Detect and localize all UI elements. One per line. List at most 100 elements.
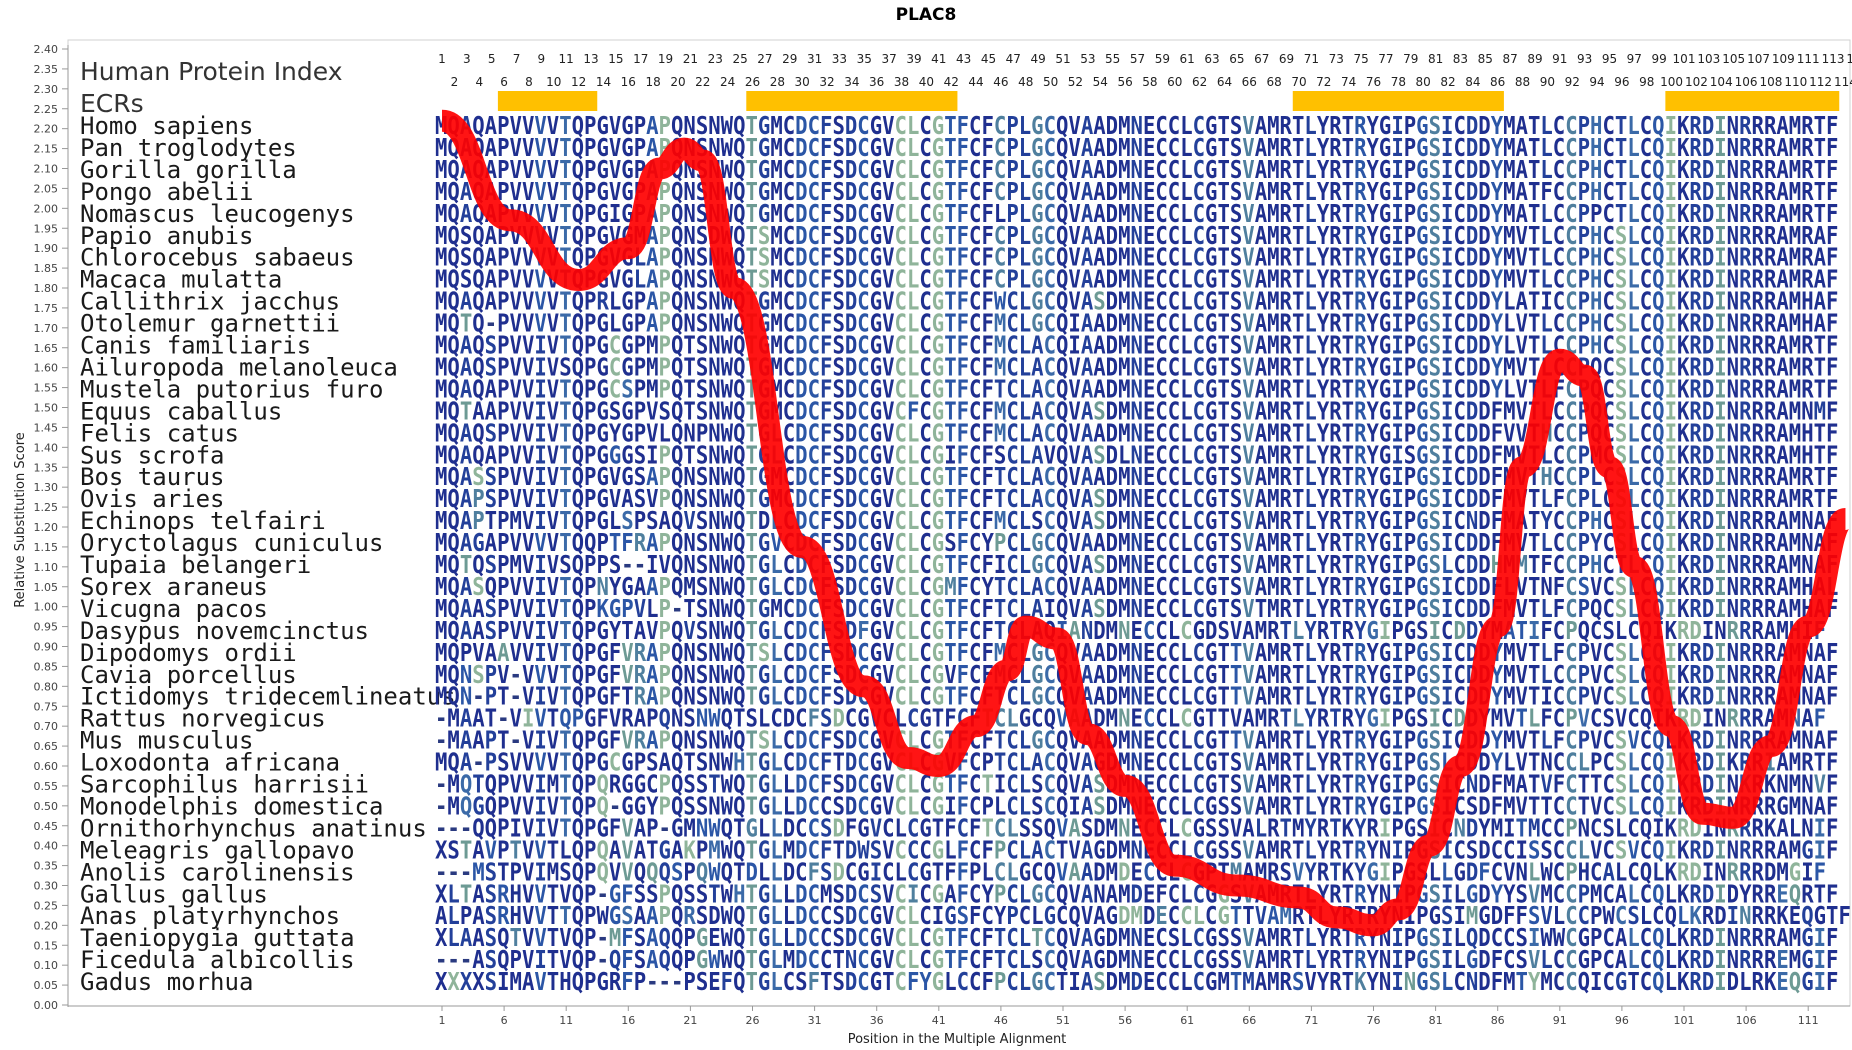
- index-number-odd: 111: [1797, 52, 1820, 66]
- index-number-even: 52: [1068, 75, 1083, 89]
- index-number-even: 42: [944, 75, 959, 89]
- y-tick-label: 1.80: [34, 282, 59, 295]
- index-number-even: 82: [1440, 75, 1455, 89]
- index-number-even: 78: [1391, 75, 1406, 89]
- species-name: Ovis aries: [80, 485, 225, 513]
- y-tick-label: 1.75: [34, 302, 59, 315]
- y-tick-label: 2.00: [34, 202, 59, 215]
- y-tick-label: 0.55: [34, 780, 59, 793]
- y-tick-label: 0.70: [34, 720, 59, 733]
- index-number-even: 34: [844, 75, 859, 89]
- x-tick-label: 66: [1242, 1014, 1256, 1027]
- y-tick-label: 1.00: [34, 601, 59, 614]
- index-number-odd: 61: [1180, 52, 1195, 66]
- index-number-odd: 105: [1722, 52, 1745, 66]
- y-tick-label: 2.20: [34, 123, 59, 136]
- sequence-row: MQTQSPMVIVSQPPS--IVQNSNWQTGLCDCFSDCGVCLC…: [435, 550, 1838, 579]
- species-name: Meleagris gallopavo: [80, 836, 355, 864]
- y-tick-label: 1.20: [34, 521, 59, 534]
- index-number-odd: 15: [608, 52, 623, 66]
- index-number-even: 44: [968, 75, 983, 89]
- species-name: Cavia porcellus: [80, 661, 297, 689]
- y-tick-label: 1.15: [34, 541, 59, 554]
- y-tick-label: 2.25: [34, 103, 59, 116]
- index-number-odd: 95: [1602, 52, 1617, 66]
- index-number-odd: 25: [732, 52, 747, 66]
- species-name: Felis catus: [80, 419, 239, 447]
- index-number-odd: 67: [1254, 52, 1269, 66]
- sequence-row: XLAASQTVVTVQP-MFSAQQPGEWQTGLLDCCSDCGVCLC…: [435, 923, 1838, 952]
- x-tick-label: 1: [439, 1014, 446, 1027]
- index-number-even: 112: [1809, 75, 1832, 89]
- index-number-even: 68: [1266, 75, 1281, 89]
- index-number-odd: 81: [1428, 52, 1443, 66]
- y-tick-label: 0.80: [34, 680, 59, 693]
- index-number-even: 100: [1660, 75, 1683, 89]
- species-name: Sarcophilus harrisii: [80, 771, 369, 799]
- index-number-odd: 71: [1304, 52, 1319, 66]
- sequence-row: XSTAVPTVVTLQPQAVATGAKPMWQTGLMDCFTDWSVCCC…: [435, 835, 1838, 864]
- y-tick-label: 0.40: [34, 840, 59, 853]
- species-name: Taeniopygia guttata: [80, 924, 355, 952]
- index-number-odd: 59: [1155, 52, 1170, 66]
- index-number-even: 108: [1759, 75, 1782, 89]
- index-number-odd: 21: [683, 52, 698, 66]
- score-series-line: [439, 109, 1851, 937]
- index-number-even: 74: [1341, 75, 1356, 89]
- ecr-bar: [1665, 91, 1840, 111]
- substitution-score-line: [439, 109, 1851, 937]
- index-number-odd: 77: [1378, 52, 1393, 66]
- index-number-odd: 19: [658, 52, 673, 66]
- x-tick-label: 76: [1367, 1014, 1381, 1027]
- index-number-odd: 65: [1229, 52, 1244, 66]
- ecrs-label: ECRs: [80, 89, 144, 118]
- y-tick-label: 1.55: [34, 382, 59, 395]
- index-number-odd: 83: [1453, 52, 1468, 66]
- chart-title: PLAC8: [896, 5, 957, 25]
- index-number-even: 56: [1117, 75, 1132, 89]
- index-number-odd: 17: [633, 52, 648, 66]
- species-name: Vicugna pacos: [80, 595, 268, 623]
- x-tick-label: 21: [683, 1014, 697, 1027]
- index-number-odd: 11: [559, 52, 574, 66]
- y-tick-label: 1.90: [34, 242, 59, 255]
- x-tick-label: 51: [1056, 1014, 1070, 1027]
- index-number-odd: 27: [757, 52, 772, 66]
- index-number-even: 96: [1614, 75, 1629, 89]
- species-name: Homo sapiens: [80, 112, 253, 140]
- y-tick-label: 0.00: [34, 999, 59, 1012]
- index-number-even: 64: [1217, 75, 1232, 89]
- species-name: Sus scrofa: [80, 441, 225, 469]
- index-number-even: 36: [869, 75, 884, 89]
- index-number-even: 102: [1685, 75, 1708, 89]
- y-tick-label: 2.15: [34, 143, 59, 156]
- index-number-even: 46: [993, 75, 1008, 89]
- index-number-even: 32: [819, 75, 834, 89]
- species-name: Tupaia belangeri: [80, 551, 311, 579]
- x-tick-label: 36: [870, 1014, 884, 1027]
- index-number-odd: 5: [488, 52, 496, 66]
- species-name: Loxodonta africana: [80, 749, 340, 777]
- x-axis: 1 6 11 16 21 26 31 36 41 46 51 56 61 66 71 76 81 86 91 96 10…: [68, 1005, 1850, 1027]
- index-number-even: 84: [1465, 75, 1480, 89]
- x-tick-label: 96: [1615, 1014, 1629, 1027]
- index-number-odd: 91: [1552, 52, 1567, 66]
- index-number-even: 14: [596, 75, 611, 89]
- y-tick-label: 2.40: [34, 43, 59, 56]
- sequence-row: MQTAAPVVIVTQPGSGPVSQTSNWQTGMCDCFSDCGVCFC…: [435, 396, 1838, 425]
- y-tick-label: 0.20: [34, 919, 59, 932]
- sequence-row: MQAQAPVVVVTQPRLGPAPQNSNWQTGMCDCFSDCGVCLC…: [435, 287, 1838, 316]
- index-number-even: 94: [1589, 75, 1604, 89]
- index-number-odd: 55: [1105, 52, 1120, 66]
- index-number-odd: 99: [1652, 52, 1667, 66]
- species-name: Rattus norvegicus: [80, 705, 326, 733]
- index-number-odd: 73: [1329, 52, 1344, 66]
- index-number-even: 16: [621, 75, 636, 89]
- index-number-odd: 93: [1577, 52, 1592, 66]
- y-tick-label: 1.05: [34, 581, 59, 594]
- index-number-even: 80: [1416, 75, 1431, 89]
- sequence-row: XLTASRHVVTVQP-GFSSPQSSTWHTGLLDCMSDCSVCIC…: [435, 879, 1838, 908]
- index-number-even: 90: [1540, 75, 1555, 89]
- index-number-odd: 75: [1353, 52, 1368, 66]
